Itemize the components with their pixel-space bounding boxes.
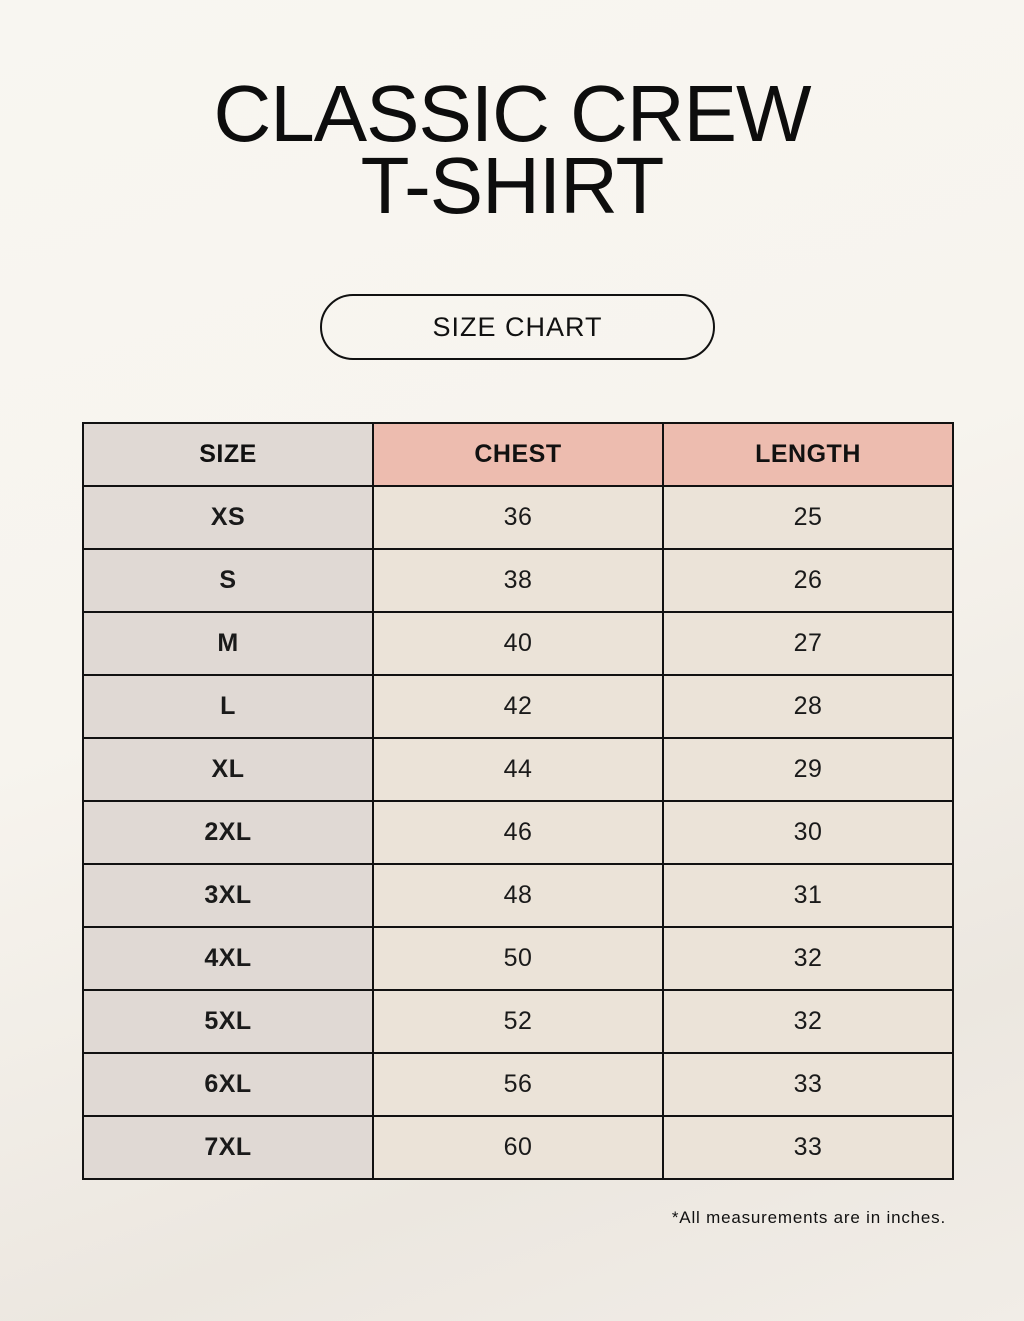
table-row: 3XL 48 31: [82, 863, 954, 928]
length-cell: 33: [662, 1115, 954, 1180]
table-row: 6XL 56 33: [82, 1052, 954, 1117]
size-cell: 3XL: [82, 863, 374, 928]
chest-cell: 56: [372, 1052, 664, 1117]
table-row: 5XL 52 32: [82, 989, 954, 1054]
table-row: 4XL 50 32: [82, 926, 954, 991]
table-row: 2XL 46 30: [82, 800, 954, 865]
size-cell: 2XL: [82, 800, 374, 865]
size-cell: 6XL: [82, 1052, 374, 1117]
size-cell: M: [82, 611, 374, 676]
size-cell: 5XL: [82, 989, 374, 1054]
chest-cell: 36: [372, 485, 664, 550]
length-cell: 29: [662, 737, 954, 802]
size-table: SIZE CHEST LENGTH XS 36 25 S 38 26 M 40 27 L 42 28 X…: [82, 422, 954, 1180]
size-cell: L: [82, 674, 374, 739]
length-cell: 32: [662, 989, 954, 1054]
header-size: SIZE: [82, 422, 374, 487]
chest-cell: 38: [372, 548, 664, 613]
chest-cell: 46: [372, 800, 664, 865]
length-cell: 28: [662, 674, 954, 739]
header-chest: CHEST: [372, 422, 664, 487]
table-row: L 42 28: [82, 674, 954, 739]
chest-cell: 44: [372, 737, 664, 802]
length-cell: 26: [662, 548, 954, 613]
page-title: CLASSIC CREW T-SHIRT: [0, 69, 1024, 230]
chest-cell: 40: [372, 611, 664, 676]
chest-cell: 42: [372, 674, 664, 739]
chest-cell: 60: [372, 1115, 664, 1180]
table-row: XS 36 25: [82, 485, 954, 550]
chest-cell: 52: [372, 989, 664, 1054]
length-cell: 25: [662, 485, 954, 550]
length-cell: 30: [662, 800, 954, 865]
chest-cell: 50: [372, 926, 664, 991]
size-chart-badge: SIZE CHART: [320, 294, 715, 360]
table-row: S 38 26: [82, 548, 954, 613]
size-cell: 7XL: [82, 1115, 374, 1180]
chest-cell: 48: [372, 863, 664, 928]
size-cell: XS: [82, 485, 374, 550]
table-row: XL 44 29: [82, 737, 954, 802]
footnote: *All measurements are in inches.: [671, 1208, 946, 1227]
size-cell: XL: [82, 737, 374, 802]
size-cell: 4XL: [82, 926, 374, 991]
length-cell: 31: [662, 863, 954, 928]
length-cell: 27: [662, 611, 954, 676]
title-line-2: T-SHIRT: [360, 141, 665, 230]
size-cell: S: [82, 548, 374, 613]
table-row: M 40 27: [82, 611, 954, 676]
length-cell: 33: [662, 1052, 954, 1117]
table-row: 7XL 60 33: [82, 1115, 954, 1180]
length-cell: 32: [662, 926, 954, 991]
table-header-row: SIZE CHEST LENGTH: [82, 422, 954, 487]
header-length: LENGTH: [662, 422, 954, 487]
title-line-1: CLASSIC CREW: [213, 69, 812, 158]
